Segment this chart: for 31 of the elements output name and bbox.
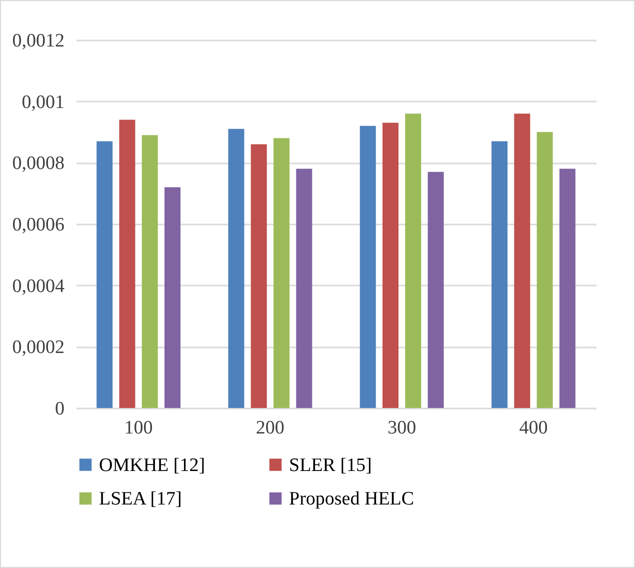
x-tick-label: 300 — [388, 418, 416, 438]
bar — [142, 135, 158, 408]
legend-label: OMKHE [12] — [99, 454, 206, 476]
bar — [164, 187, 180, 408]
bar — [296, 168, 312, 408]
y-tick-label: 0,0012 — [12, 30, 64, 52]
bar — [382, 122, 399, 408]
bar — [492, 141, 508, 408]
y-tick-label: 0,0002 — [12, 337, 64, 358]
bar — [228, 128, 244, 408]
x-tick-label: 400 — [519, 418, 548, 438]
x-tick-label: 100 — [124, 418, 153, 438]
legend-label: LSEA [17] — [99, 488, 182, 510]
bar — [96, 141, 113, 408]
legend-label: Proposed HELC — [289, 488, 414, 510]
bar — [360, 126, 376, 408]
bar — [273, 138, 290, 408]
bar — [250, 144, 267, 408]
bar — [536, 132, 553, 408]
y-tick-label: 0,0006 — [12, 214, 64, 236]
y-tick-label: 0,0008 — [12, 153, 64, 174]
y-tick-label: 0,0004 — [12, 276, 65, 297]
x-tick-label: 200 — [256, 418, 284, 438]
bar — [514, 114, 530, 408]
bar — [119, 120, 136, 408]
y-tick-label: 0,001 — [22, 92, 64, 113]
bar — [428, 172, 444, 408]
bar — [405, 114, 422, 408]
legend-label: SLER [15] — [289, 454, 372, 476]
bar — [559, 168, 576, 408]
y-tick-label: 0 — [55, 398, 64, 420]
